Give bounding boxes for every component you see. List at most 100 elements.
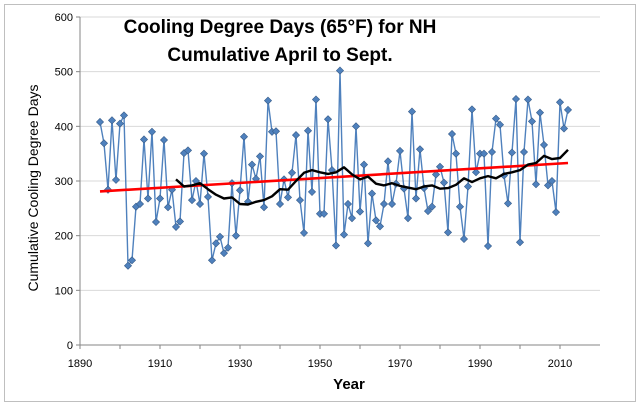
chart-title-line-2: Cumulative April to Sept. — [167, 45, 393, 66]
y-tick-label: 300 — [55, 176, 73, 188]
x-tick-label: 1890 — [68, 358, 92, 370]
observed-data-point — [139, 135, 149, 144]
chart-series — [95, 66, 573, 270]
observed-data-point — [303, 126, 313, 135]
observed-data-point — [487, 148, 497, 157]
observed-data-point — [371, 216, 381, 225]
y-tick-label: 200 — [55, 231, 73, 243]
observed-data-point — [331, 241, 341, 250]
observed-data-point — [367, 189, 377, 198]
observed-data-point — [271, 127, 281, 136]
observed-data-point — [387, 199, 397, 208]
y-tick-label: 500 — [55, 67, 73, 79]
observed-series-line — [99, 70, 569, 268]
observed-data-point — [339, 230, 349, 239]
observed-data-point — [507, 148, 517, 157]
observed-data-point — [283, 193, 293, 202]
observed-data-point — [439, 178, 449, 187]
observed-data-point — [163, 203, 173, 212]
x-axis-label: Year — [333, 376, 365, 393]
observed-data-point — [407, 107, 417, 116]
observed-data-point — [443, 228, 453, 237]
observed-data-point — [155, 194, 165, 203]
observed-data-point — [363, 239, 373, 248]
observed-data-point — [343, 199, 353, 208]
observed-data-point — [455, 202, 465, 211]
observed-data-point — [223, 243, 233, 252]
observed-data-point — [195, 199, 205, 208]
observed-data-point — [383, 157, 393, 166]
observed-data-point — [547, 176, 557, 186]
observed-data-point — [351, 122, 361, 131]
observed-data-point — [543, 181, 553, 190]
observed-data-point — [451, 149, 461, 158]
chart-title-line-1: Cooling Degree Days (65°F) for NH — [123, 17, 437, 38]
observed-data-point — [463, 182, 473, 191]
x-tick-label: 2010 — [548, 358, 572, 370]
observed-data-point — [355, 207, 365, 216]
observed-data-point — [563, 105, 573, 114]
observed-data-point — [127, 256, 137, 265]
observed-data-point — [447, 129, 457, 139]
observed-data-point — [535, 108, 545, 117]
observed-data-point — [511, 94, 521, 104]
observed-data-point — [175, 217, 185, 226]
observed-data-point — [147, 127, 157, 136]
x-tick-label: 1930 — [228, 358, 252, 370]
observed-data-point — [235, 186, 245, 195]
observed-data-point — [295, 196, 305, 205]
moving-average-line — [175, 148, 569, 206]
observed-data-point — [359, 160, 369, 169]
observed-data-point — [311, 95, 321, 104]
observed-data-point — [559, 124, 569, 133]
observed-data-point — [551, 208, 561, 217]
observed-data-point — [151, 217, 161, 227]
observed-data-point — [259, 203, 269, 212]
y-tick-label: 600 — [55, 12, 73, 24]
observed-data-point — [263, 96, 273, 105]
observed-data-point — [379, 199, 389, 208]
observed-data-point — [123, 261, 133, 270]
observed-data-point — [119, 111, 129, 120]
observed-data-point — [171, 222, 181, 231]
observed-data-point — [323, 115, 333, 124]
observed-data-point — [247, 160, 257, 169]
observed-data-point — [435, 162, 445, 171]
observed-data-point — [459, 234, 469, 243]
y-tick-label: 0 — [67, 340, 73, 352]
observed-data-point — [239, 132, 249, 141]
observed-data-point — [423, 207, 433, 216]
observed-data-point — [207, 256, 217, 265]
y-tick-label: 400 — [55, 121, 73, 133]
observed-data-point — [99, 139, 109, 148]
observed-data-point — [555, 98, 565, 107]
observed-data-point — [187, 196, 197, 205]
observed-data-point — [307, 187, 317, 196]
x-tick-label: 1910 — [148, 358, 172, 370]
observed-data-point — [219, 249, 229, 258]
observed-data-point — [215, 232, 225, 241]
chart-axes: 0 100 200 300 400 500 600 1890 1910 1930 1950 1970 1… — [55, 12, 600, 370]
observed-data-point — [483, 242, 493, 251]
observed-data-point — [143, 194, 153, 203]
observed-data-point — [211, 239, 221, 248]
observed-data-point — [519, 148, 529, 157]
observed-data-point — [431, 170, 441, 179]
observed-data-point — [199, 149, 209, 158]
observed-data-point — [111, 175, 121, 184]
observed-data-point — [299, 228, 309, 237]
observed-data-point — [515, 238, 525, 247]
y-axis-label: Cumulative Cooling Degree Days — [25, 84, 41, 292]
observed-data-point — [275, 199, 285, 208]
observed-data-point — [527, 117, 537, 126]
observed-data-point — [479, 149, 489, 158]
observed-data-point — [411, 194, 421, 203]
observed-data-point — [287, 168, 297, 177]
observed-data-point — [291, 131, 301, 140]
observed-data-point — [335, 66, 345, 75]
observed-data-point — [491, 114, 501, 123]
observed-data-point — [231, 231, 241, 240]
observed-data-point — [95, 117, 105, 126]
observed-data-point — [539, 140, 549, 149]
